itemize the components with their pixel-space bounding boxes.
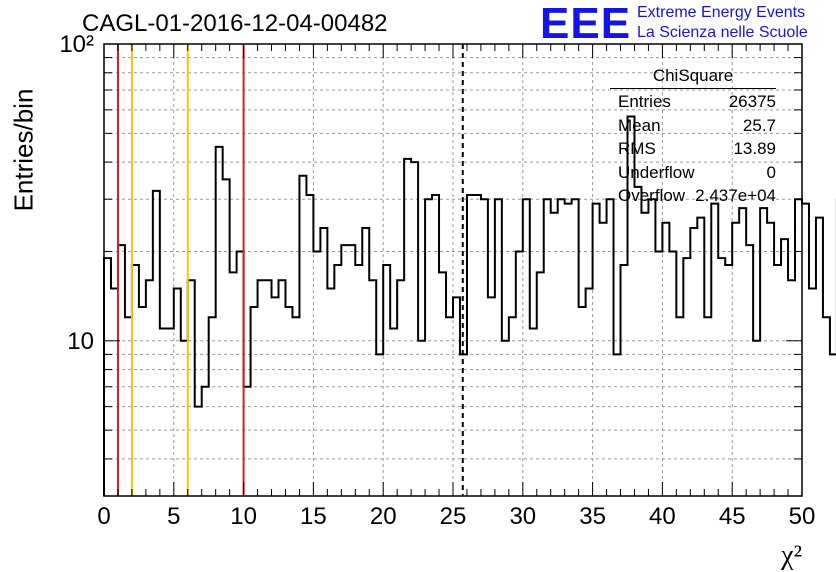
stats-row-rms: RMS 13.89 [610,137,776,161]
x-tick-label: 20 [370,503,397,530]
y-axis-label: Entries/bin [8,88,39,212]
histogram-bin [802,204,809,496]
stats-box-title: ChiSquare [610,66,776,89]
x-axis-label: χ² [781,540,802,571]
logo-line-1: Extreme Energy Events [637,4,806,21]
stats-box: ChiSquare Entries 26375 Mean 25.7 RMS 13.89… [610,66,776,208]
stats-row-underflow: Underflow 0 [610,161,776,185]
x-tick-label: 10 [230,503,257,530]
histogram-bin [816,218,823,496]
histogram-bin [823,317,830,496]
stats-row-mean: Mean 25.7 [610,114,776,138]
x-tick-label: 40 [649,503,676,530]
stats-label: Overflow [618,186,686,205]
stats-value: 26375 [728,92,776,111]
stats-value: 13.89 [733,139,776,158]
stats-label: RMS [618,139,656,158]
stats-row-overflow: Overflow 2.437e+04 [610,184,776,208]
histogram-bin [830,354,836,496]
x-tick-label: 0 [97,503,110,530]
x-tick-label: 30 [509,503,536,530]
chart-title: CAGL-01-2016-12-04-00482 [82,10,388,37]
stats-value: 2.437e+04 [695,186,776,205]
histogram-bin [809,289,816,496]
stats-row-entries: Entries 26375 [610,90,776,114]
plot-area [104,44,802,496]
stats-label: Underflow [618,162,695,182]
stats-value: 0 [766,162,776,182]
stats-label: Mean [618,115,661,135]
stats-label: Entries [618,92,671,111]
x-tick-label: 25 [440,503,467,530]
x-tick-label: 5 [167,503,180,530]
y-tick-label: 10² [59,31,94,58]
eee-logo: EEE [540,0,632,48]
stats-value: 25.7 [742,115,776,135]
x-tick-label: 45 [719,503,746,530]
x-tick-label: 50 [789,503,816,530]
x-tick-label: 15 [300,503,327,530]
y-tick-label: 10 [67,328,94,355]
y-axis-label-box: Entries/bin [4,89,44,212]
logo-line-2: La Scienza nelle Scuole [637,24,808,41]
x-tick-label: 35 [579,503,606,530]
